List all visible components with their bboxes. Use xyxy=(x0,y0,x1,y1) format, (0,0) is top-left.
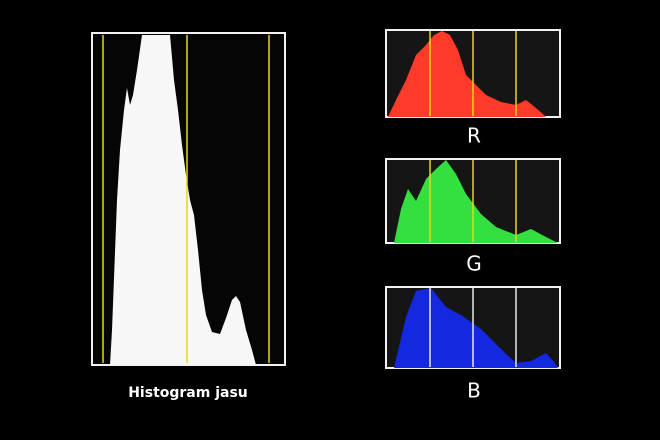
red-histogram xyxy=(385,29,561,118)
channel-label: B xyxy=(467,379,481,403)
histogram-shape xyxy=(388,31,546,117)
blue-histogram xyxy=(385,286,561,369)
histogram-shape xyxy=(394,160,558,243)
channel-label: G xyxy=(466,252,482,276)
histogram-shape xyxy=(394,288,558,368)
caption: Histogram jasu xyxy=(128,385,248,401)
green-histogram xyxy=(385,158,561,244)
main-histogram xyxy=(91,32,286,366)
histogram-shape xyxy=(110,35,256,365)
channel-label: R xyxy=(467,124,481,148)
